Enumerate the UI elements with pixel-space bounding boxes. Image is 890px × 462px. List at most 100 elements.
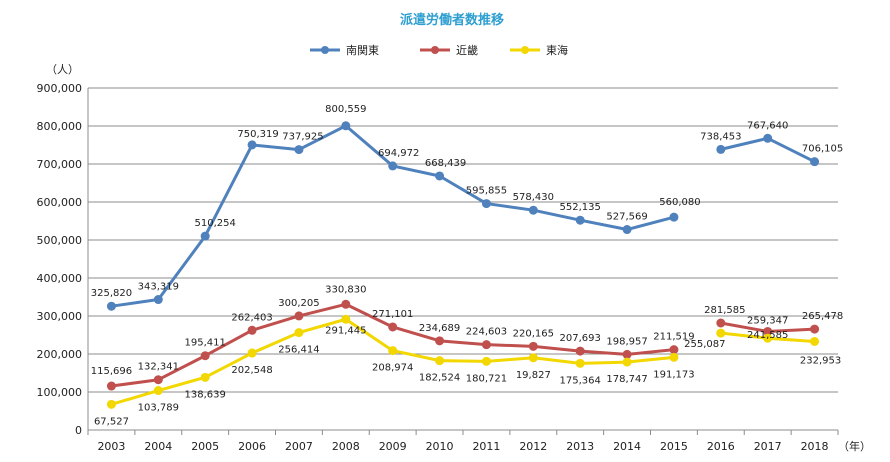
- data-point: [435, 171, 445, 181]
- data-label: 343,319: [138, 282, 179, 293]
- y-tick-label: 0: [75, 424, 82, 437]
- x-tick-label: 2017: [754, 440, 782, 453]
- x-tick-label: 2012: [519, 440, 547, 453]
- data-point: [388, 161, 398, 171]
- x-tick-label: 2006: [238, 440, 266, 453]
- data-point: [294, 328, 304, 338]
- data-point: [106, 399, 116, 409]
- data-point: [294, 145, 304, 155]
- data-label: 207,693: [560, 333, 601, 344]
- data-label: 224,603: [466, 327, 507, 338]
- x-tick-label: 2010: [426, 440, 454, 453]
- data-label: 103,789: [138, 403, 179, 414]
- x-tick-label: 2015: [660, 440, 688, 453]
- x-tick-label: 2005: [191, 440, 219, 453]
- data-point: [247, 325, 257, 335]
- x-tick-label: 2003: [97, 440, 125, 453]
- data-label: 211,519: [653, 332, 694, 343]
- data-point: [200, 372, 210, 382]
- data-point: [669, 345, 679, 355]
- data-point: [341, 299, 351, 309]
- data-label: 175,364: [560, 375, 601, 386]
- data-point: [763, 326, 773, 336]
- data-label: 232,953: [800, 355, 841, 366]
- data-point: [716, 318, 726, 328]
- data-label: 132,341: [138, 362, 179, 373]
- data-label: 300,205: [278, 298, 319, 309]
- x-tick-label: 2016: [707, 440, 735, 453]
- data-point: [153, 295, 163, 305]
- data-point: [528, 341, 538, 351]
- data-label: 738,453: [700, 131, 741, 142]
- data-label: 330,830: [325, 284, 366, 295]
- data-point: [481, 340, 491, 350]
- data-label: 595,855: [466, 186, 507, 197]
- data-point: [716, 144, 726, 154]
- y-tick-label: 500,000: [37, 234, 83, 247]
- data-point: [388, 346, 398, 356]
- data-point: [669, 212, 679, 222]
- data-label: 800,559: [325, 104, 366, 115]
- legend-marker: [431, 46, 439, 54]
- data-point: [481, 199, 491, 209]
- data-point: [810, 336, 820, 346]
- data-label: 19,827: [516, 370, 551, 381]
- data-labels: 325,820 343,319 510,254 750,319 737,925 800,5…: [91, 104, 843, 428]
- data-label: 281,585: [704, 305, 745, 316]
- data-point: [106, 381, 116, 391]
- y-tick-label: 900,000: [37, 82, 83, 95]
- data-point: [716, 328, 726, 338]
- data-point: [435, 336, 445, 346]
- data-label: 552,135: [560, 202, 601, 213]
- data-point: [622, 357, 632, 367]
- data-label: 178,747: [606, 374, 647, 385]
- x-tick-label: 2004: [144, 440, 172, 453]
- data-point: [575, 215, 585, 225]
- data-point: [341, 314, 351, 324]
- data-label: 259,347: [747, 315, 788, 326]
- data-label: 325,820: [91, 288, 132, 299]
- data-label: 706,105: [802, 144, 843, 155]
- data-point: [763, 133, 773, 143]
- data-label: 737,925: [282, 132, 323, 143]
- data-label: 234,689: [419, 323, 460, 334]
- legend: 南関東 近畿 東海: [310, 43, 568, 57]
- data-label: 138,639: [185, 389, 226, 400]
- data-point: [153, 386, 163, 396]
- data-label: 202,548: [231, 365, 272, 376]
- data-point: [810, 157, 820, 167]
- legend-marker: [321, 46, 329, 54]
- data-label: 220,165: [513, 328, 554, 339]
- data-point: [247, 348, 257, 358]
- data-point: [763, 333, 773, 343]
- data-label: 767,640: [747, 120, 788, 131]
- data-point: [200, 231, 210, 241]
- x-tick-label: 2011: [472, 440, 500, 453]
- data-label: 578,430: [513, 192, 554, 203]
- legend-marker: [521, 46, 529, 54]
- data-point: [669, 352, 679, 362]
- data-point: [200, 351, 210, 361]
- data-label: 195,411: [185, 338, 226, 349]
- data-point: [247, 140, 257, 150]
- data-label: 291,445: [325, 325, 366, 336]
- chart-title: 派遣労働者数推移: [400, 12, 504, 28]
- data-point: [528, 205, 538, 215]
- data-label: 182,524: [419, 373, 460, 384]
- y-axis-ticks: 900,000 800,000 700,000 600,000 500,000 400,0…: [37, 82, 83, 437]
- data-label: 191,173: [653, 369, 694, 380]
- data-point: [341, 121, 351, 131]
- y-tick-label: 400,000: [37, 272, 83, 285]
- legend-label: 東海: [546, 43, 568, 57]
- data-label: 694,972: [378, 148, 419, 159]
- data-label: 265,478: [802, 311, 843, 322]
- data-label: 67,527: [94, 416, 129, 427]
- data-point: [575, 346, 585, 356]
- x-tick-label: 2013: [566, 440, 594, 453]
- y-tick-label: 300,000: [37, 310, 83, 323]
- y-tick-label: 100,000: [37, 386, 83, 399]
- x-tick-label: 2009: [379, 440, 407, 453]
- data-label: 208,974: [372, 363, 413, 374]
- y-tick-label: 700,000: [37, 158, 83, 171]
